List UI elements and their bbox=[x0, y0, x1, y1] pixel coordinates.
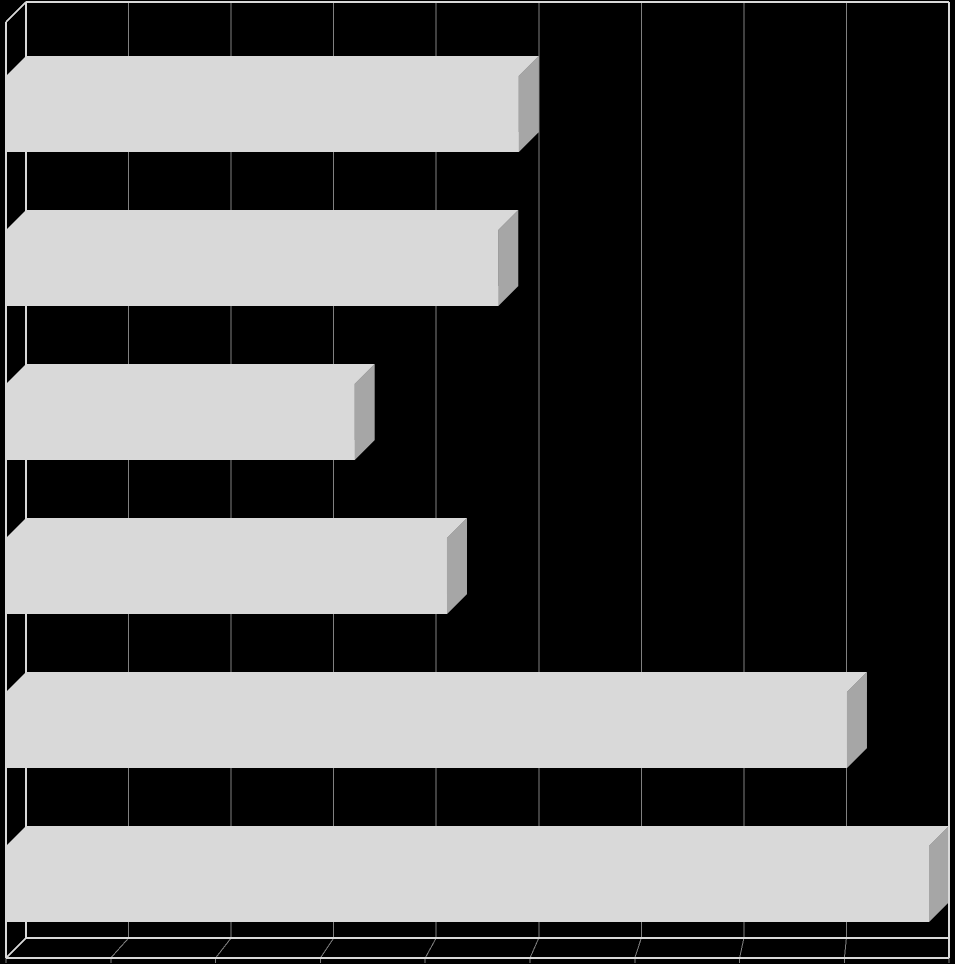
chart-3d-hbar bbox=[0, 0, 955, 964]
chart-svg bbox=[0, 0, 955, 964]
